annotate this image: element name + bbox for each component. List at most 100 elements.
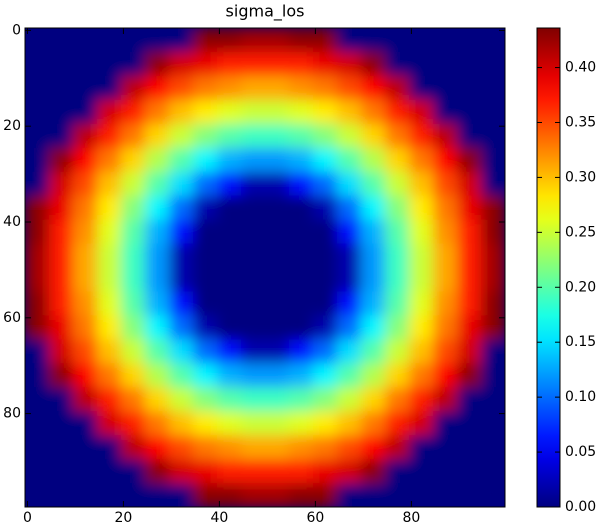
- heatmap-cell: [97, 28, 122, 53]
- heatmap-cell: [49, 363, 74, 388]
- heatmap-cell: [313, 483, 338, 507]
- heatmap-cell: [97, 411, 122, 436]
- heatmap-cell: [145, 339, 170, 364]
- heatmap-cell: [49, 123, 74, 149]
- heatmap-cell: [241, 459, 266, 484]
- heatmap-cell: [25, 459, 50, 484]
- heatmap-cell: [217, 243, 242, 268]
- heatmap-cell: [433, 147, 458, 173]
- heatmap-cell: [145, 435, 170, 460]
- heatmap-cell: [433, 435, 458, 460]
- heatmap-cell: [49, 171, 74, 197]
- heatmap-cell: [241, 267, 266, 292]
- heatmap-cell: [457, 51, 482, 77]
- heatmap-cell: [457, 243, 482, 268]
- colorbar-tick-label: 0.35: [565, 114, 596, 130]
- heatmap-cell: [313, 315, 338, 340]
- heatmap-cell: [337, 51, 362, 77]
- heatmap-cell: [217, 75, 242, 101]
- heatmap-cell: [25, 339, 50, 364]
- heatmap-cell: [313, 243, 338, 268]
- heatmap-cell: [241, 123, 266, 149]
- heatmap-cell: [25, 483, 50, 507]
- x-tick-label: 60: [306, 510, 324, 524]
- heatmap-cell: [481, 411, 505, 436]
- colorbar-tick-label: 0.30: [565, 169, 596, 185]
- heatmap-cell: [169, 147, 194, 173]
- heatmap-cell: [241, 243, 266, 268]
- heatmap-cell: [97, 267, 122, 292]
- heatmap-cell: [145, 483, 170, 507]
- heatmap-cell: [409, 291, 434, 316]
- heatmap-cell: [289, 339, 314, 364]
- heatmap-cell: [241, 75, 266, 101]
- heatmap-cell: [241, 483, 266, 507]
- heatmap-cell: [361, 267, 386, 292]
- heatmap-cell: [241, 363, 266, 388]
- heatmap-cell: [169, 51, 194, 77]
- heatmap-cell: [193, 315, 218, 340]
- heatmap-cell: [241, 219, 266, 245]
- heatmap-cell: [409, 51, 434, 77]
- x-tick-label: 80: [402, 510, 420, 524]
- heatmap-cell: [385, 123, 410, 149]
- heatmap-cell: [25, 291, 50, 316]
- heatmap-cell: [73, 267, 98, 292]
- heatmap-cell: [265, 411, 290, 436]
- heatmap-cell: [313, 411, 338, 436]
- heatmap-cell: [361, 459, 386, 484]
- heatmap-cell: [481, 339, 505, 364]
- heatmap-cell: [457, 219, 482, 245]
- heatmap-cell: [409, 219, 434, 245]
- heatmap-cell: [481, 315, 505, 340]
- heatmap-cell: [25, 75, 50, 101]
- heatmap-cell: [217, 267, 242, 292]
- heatmap-cell: [217, 147, 242, 173]
- heatmap-cell: [433, 219, 458, 245]
- heatmap-cell: [241, 195, 266, 221]
- heatmap-cell: [433, 171, 458, 197]
- heatmap-cell: [361, 435, 386, 460]
- heatmap-cell: [337, 171, 362, 197]
- heatmap-cell: [289, 483, 314, 507]
- heatmap-cell: [169, 28, 194, 53]
- heatmap-cell: [49, 75, 74, 101]
- heatmap-cell: [457, 387, 482, 412]
- heatmap-cell: [97, 195, 122, 221]
- heatmap-cell: [409, 363, 434, 388]
- heatmap-cell: [337, 147, 362, 173]
- heatmap-cell: [337, 363, 362, 388]
- heatmap-cell: [193, 339, 218, 364]
- heatmap-cell: [193, 267, 218, 292]
- heatmap-cell: [337, 435, 362, 460]
- heatmap-cell: [97, 219, 122, 245]
- heatmap-cell: [385, 291, 410, 316]
- heatmap-cell: [49, 195, 74, 221]
- heatmap-cell: [49, 51, 74, 77]
- colorbar-tick-label: 0.10: [565, 389, 596, 405]
- heatmap-cell: [337, 339, 362, 364]
- heatmap-cell: [385, 75, 410, 101]
- heatmap-cell: [193, 411, 218, 436]
- heatmap-cell: [217, 219, 242, 245]
- heatmap-cell: [457, 28, 482, 53]
- heatmap-cell: [265, 195, 290, 221]
- heatmap-cell: [289, 459, 314, 484]
- heatmap-cell: [49, 315, 74, 340]
- heatmap-cell: [97, 51, 122, 77]
- heatmap-cell: [313, 291, 338, 316]
- heatmap-cell: [433, 99, 458, 125]
- heatmap-cell: [481, 99, 505, 125]
- heatmap-cell: [433, 315, 458, 340]
- heatmap-cell: [361, 411, 386, 436]
- heatmap-cell: [361, 483, 386, 507]
- heatmap-cell: [265, 219, 290, 245]
- heatmap-cell: [121, 28, 146, 53]
- colorbar-tick-label: 0.20: [565, 279, 596, 295]
- heatmap-cell: [193, 291, 218, 316]
- heatmap-cell: [49, 291, 74, 316]
- heatmap-cell: [481, 219, 505, 245]
- heatmap-cell: [433, 195, 458, 221]
- heatmap-cell: [481, 483, 505, 507]
- heatmap-cell: [289, 267, 314, 292]
